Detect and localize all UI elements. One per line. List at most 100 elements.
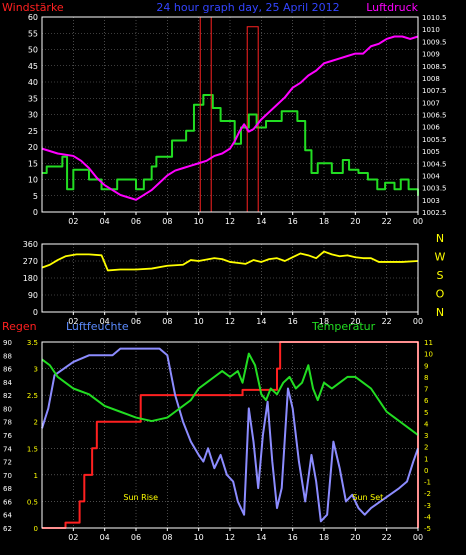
humidity-y-tick-label: 88	[3, 352, 12, 360]
climate-panel-x-tick-label: 04	[100, 533, 110, 542]
direction-y-tick-label: 180	[23, 274, 38, 283]
rain-y-tick-label: 1.5	[27, 445, 38, 453]
temperature-y-tick-label: 0	[424, 467, 428, 475]
wind-y-tick-label: 25	[28, 127, 38, 136]
pressure-y-tick-label: 1006.5	[422, 112, 447, 120]
compass-label: O	[436, 288, 445, 301]
pressure-axis-title: Luftdruck	[366, 1, 418, 14]
pressure-y-tick-label: 1008.5	[422, 63, 447, 71]
direction-panel-x-tick-label: 20	[350, 317, 360, 326]
temperature-y-tick-label: -3	[424, 502, 431, 510]
direction-panel-x-tick-label: 22	[382, 317, 392, 326]
sun-annotation: Sun Rise	[123, 493, 158, 502]
wind-direction-line	[41, 250, 419, 272]
rain-y-tick-label: 3.5	[27, 339, 38, 347]
climate-panel-x-tick-label: 00	[413, 533, 423, 542]
humidity-y-tick-label: 72	[3, 459, 12, 467]
direction-y-tick-label: 90	[28, 291, 38, 300]
rain-y-tick-label: 2.5	[27, 392, 38, 400]
temperature-y-tick-label: 5	[424, 409, 428, 417]
wind-y-tick-label: 30	[28, 111, 38, 120]
pressure-y-tick-label: 1006	[422, 124, 440, 132]
wind-y-tick-label: 60	[28, 13, 38, 22]
climate-panel-x-tick-label: 14	[256, 533, 266, 542]
pressure-y-tick-label: 1003	[422, 197, 440, 205]
wind-panel-x-tick-label: 08	[162, 217, 172, 226]
pressure-y-tick-label: 1009.5	[422, 38, 447, 46]
wind-panel-x-tick-label: 02	[68, 217, 78, 226]
direction-panel-x-tick-label: 04	[100, 317, 110, 326]
climate-panel-x-tick-label: 20	[350, 533, 360, 542]
direction-panel-x-tick-label: 14	[256, 317, 266, 326]
humidity-line	[41, 347, 419, 523]
pressure-y-tick-label: 1009	[422, 51, 440, 59]
wind-speed-line	[42, 94, 419, 196]
axes-layer	[41, 16, 419, 531]
tick-labels-layer: 02 04 06 08 10 12 14 16 18 20 22 000510152025303540…	[3, 13, 447, 542]
pressure-y-tick-label: 1005.5	[422, 136, 447, 144]
rain-axis-title: Regen	[2, 320, 37, 333]
wind-y-tick-label: 5	[33, 192, 38, 201]
humidity-y-tick-label: 62	[3, 525, 12, 533]
wind-y-tick-label: 10	[28, 176, 38, 185]
humidity-y-tick-label: 74	[3, 445, 12, 453]
humidity-y-tick-label: 78	[3, 419, 12, 427]
wind-panel-x-tick-label: 12	[225, 217, 235, 226]
direction-panel-x-tick-label: 08	[162, 317, 172, 326]
temperature-y-tick-label: 6	[424, 397, 429, 405]
temperature-y-tick-label: 3	[424, 432, 428, 440]
climate-panel-x-tick-label: 10	[194, 533, 204, 542]
temperature-y-tick-label: 4	[424, 420, 429, 428]
direction-panel-x-tick-label: 18	[319, 317, 329, 326]
rain-y-tick-label: 1	[34, 472, 38, 480]
direction-panel-x-tick-label: 12	[225, 317, 235, 326]
temperature-y-tick-label: -1	[424, 479, 431, 487]
temperature-y-tick-label: 8	[424, 374, 428, 382]
compass-label: W	[435, 251, 446, 264]
temperature-y-tick-label: 11	[424, 339, 433, 347]
pressure-y-tick-label: 1002.5	[422, 209, 447, 217]
humidity-y-tick-label: 70	[3, 472, 12, 480]
temperature-y-tick-label: 7	[424, 386, 428, 394]
compass-label: N	[436, 306, 444, 319]
rain-y-tick-label: 0	[34, 525, 38, 533]
temperature-y-tick-label: -5	[424, 525, 431, 533]
humidity-y-tick-label: 84	[3, 379, 12, 387]
direction-panel-x-tick-label: 02	[68, 317, 78, 326]
climate-panel-x-tick-label: 18	[319, 533, 329, 542]
pressure-y-tick-label: 1007.5	[422, 87, 447, 95]
direction-y-tick-label: 0	[33, 308, 38, 317]
direction-y-tick-label: 270	[23, 257, 38, 266]
humidity-y-tick-label: 82	[3, 392, 12, 400]
direction-panel-x-tick-label: 06	[131, 317, 141, 326]
wind-y-tick-label: 35	[28, 94, 38, 103]
rain-y-tick-label: 0.5	[27, 498, 38, 506]
wind-panel-x-tick-label: 10	[194, 217, 204, 226]
humidity-y-tick-label: 80	[3, 405, 12, 413]
pressure-y-tick-label: 1005	[422, 148, 440, 156]
pressure-y-tick-label: 1010.5	[422, 14, 447, 22]
climate-panel-x-tick-label: 02	[68, 533, 78, 542]
temperature-y-tick-label: 10	[424, 351, 433, 359]
wind-panel-x-tick-label: 18	[319, 217, 329, 226]
wind-y-tick-label: 45	[28, 62, 38, 71]
humidity-y-tick-label: 66	[3, 498, 12, 506]
temperature-y-tick-label: 2	[424, 444, 428, 452]
temperature-axis-title: Temperatur	[311, 320, 376, 333]
temperature-y-tick-label: 9	[424, 362, 428, 370]
wind-panel-x-tick-label: 22	[382, 217, 392, 226]
climate-panel-x-tick-label: 22	[382, 533, 392, 542]
compass-label: N	[436, 232, 444, 245]
wind-panel-x-tick-label: 06	[131, 217, 141, 226]
pressure-y-tick-label: 1003.5	[422, 185, 447, 193]
rain-y-tick-label: 2	[34, 419, 38, 427]
wind-y-tick-label: 55	[28, 29, 38, 38]
pressure-y-tick-label: 1007	[422, 99, 440, 107]
rain-line	[42, 341, 419, 529]
humidity-y-tick-label: 68	[3, 485, 12, 493]
temperature-line	[41, 352, 419, 436]
humidity-axis-title: Luftfeuchte	[66, 320, 129, 333]
wind-panel-x-tick-label: 04	[100, 217, 110, 226]
